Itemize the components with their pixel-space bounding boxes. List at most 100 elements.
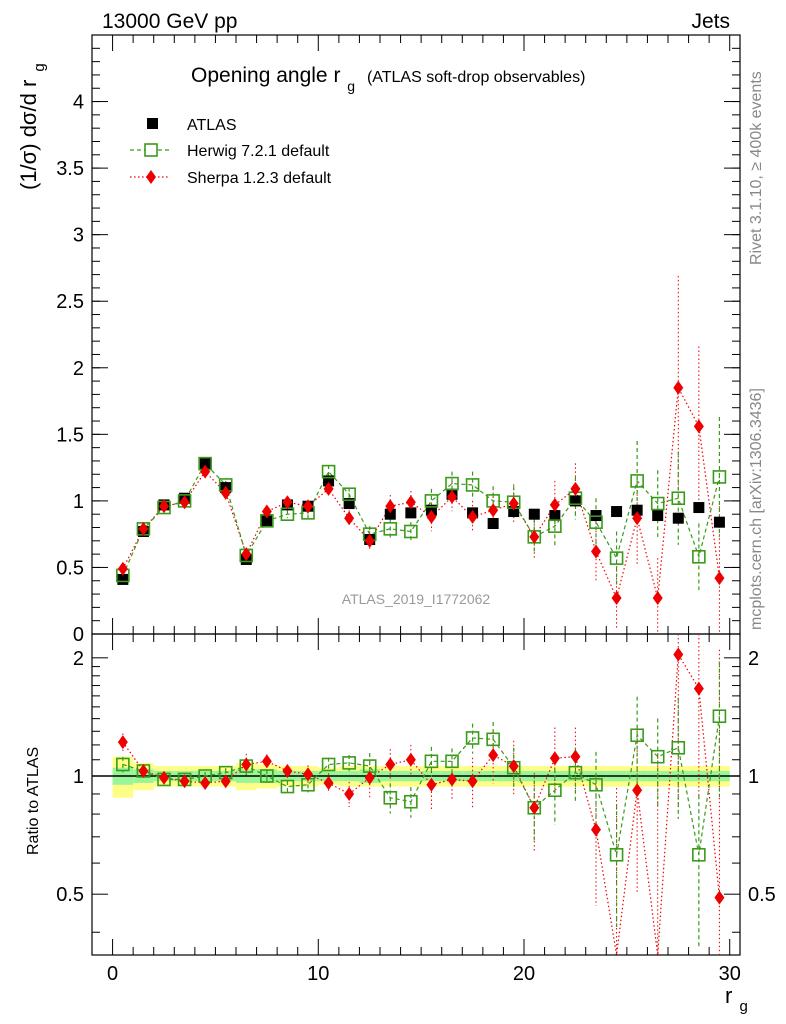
sherpa-ratio-line <box>122 652 721 956</box>
sherpa-data-point <box>159 499 169 514</box>
ratio-tick-label-right: 1 <box>748 766 759 788</box>
atlas-data-point <box>487 518 499 530</box>
y-tick-label: 2 <box>73 358 84 380</box>
sherpa-data-point <box>117 561 128 576</box>
sherpa-data-point <box>488 503 499 518</box>
y-tick-label: 4 <box>73 92 84 114</box>
sherpa-ratio-point <box>159 770 169 785</box>
sherpa-data-point <box>179 495 190 510</box>
herwig-data-point <box>712 470 727 484</box>
sherpa-ratio-point <box>138 763 149 778</box>
y-tick-label: 0.5 <box>56 557 84 579</box>
legend-sherpa-label: Sherpa 1.2.3 default <box>187 170 332 187</box>
ratio-plot-frame <box>91 633 741 956</box>
herwig-data-point <box>671 491 686 506</box>
ratio-panel-data <box>116 634 727 956</box>
herwig-ratio-point <box>445 754 459 769</box>
herwig-ratio-point <box>671 740 686 755</box>
sherpa-ratio-point <box>693 681 704 696</box>
y-axis-label-main: (1/σ) dσ/d r <box>16 80 41 190</box>
ratio-tick-label-right: 2 <box>748 648 759 670</box>
herwig-ratio-point <box>650 749 665 764</box>
sherpa-ratio-point <box>364 770 375 785</box>
sherpa-data-point <box>220 485 231 500</box>
atlas-data-point <box>405 507 417 519</box>
sherpa-ratio-point <box>467 774 478 789</box>
rivet-label: Rivet 3.1.10, ≥ 400k events <box>748 71 765 265</box>
herwig-data-point <box>589 515 603 529</box>
atlas-data-point <box>652 510 664 522</box>
chart-title: Opening angle r g (ATLAS soft-drop obser… <box>191 64 585 96</box>
y-axis-label-sub: g <box>31 63 48 71</box>
atlas-data-point <box>117 573 129 585</box>
sherpa-data-point <box>282 495 293 510</box>
x-axis-label-sub: g <box>739 998 747 1015</box>
sherpa-ratio-point <box>282 763 293 778</box>
legend-atlas-marker <box>147 118 158 129</box>
process-label: Jets <box>691 10 730 33</box>
herwig-data-point <box>650 496 665 511</box>
herwig-ratio-point <box>383 791 398 805</box>
sherpa-ratio-point <box>632 783 643 798</box>
sherpa-ratio-point <box>714 890 725 905</box>
sherpa-ratio-point <box>508 759 519 774</box>
sherpa-ratio-point <box>117 735 128 750</box>
sherpa-data-point <box>261 504 272 519</box>
sherpa-ratio-point <box>220 774 231 789</box>
herwig-data-point <box>424 494 439 508</box>
herwig-data-point <box>465 478 480 492</box>
x-axis-label: r g <box>725 983 748 1015</box>
y-axis-label: (1/σ) dσ/d r g <box>16 63 48 190</box>
sherpa-data-point <box>549 497 560 512</box>
sherpa-ratio-point <box>529 800 540 815</box>
herwig-ratio-point <box>486 732 500 747</box>
atlas-data-point <box>549 510 561 522</box>
atlas-data-point <box>508 506 520 518</box>
atlas-data-point <box>713 516 725 528</box>
sherpa-data-point <box>652 591 663 606</box>
herwig-ratio-point <box>260 769 274 783</box>
y-tick-label: 3.5 <box>56 158 84 180</box>
x-tick-label: 10 <box>307 963 329 985</box>
herwig-ratio-point <box>280 779 295 794</box>
chart-title-sub: g <box>347 78 355 94</box>
sherpa-data-point <box>570 481 581 496</box>
sherpa-data-point <box>426 509 437 524</box>
sherpa-ratio-point <box>303 767 313 782</box>
sherpa-ratio-point <box>179 774 190 789</box>
sherpa-data-point <box>508 496 519 511</box>
herwig-ratio-point <box>630 728 644 743</box>
analysis-watermark: ATLAS_2019_I1772062 <box>342 591 491 607</box>
y-tick-label: 0 <box>73 624 84 646</box>
herwig-data-point <box>445 476 459 491</box>
atlas-data-point <box>693 502 705 514</box>
atlas-data-point <box>199 458 211 470</box>
main-panel-data <box>116 275 727 634</box>
main-panel-frame: 0 0.5 1 1.5 2 2.5 3 3.5 4 <box>56 34 741 646</box>
herwig-ratio-point <box>404 794 418 809</box>
atlas-data-point <box>569 495 581 507</box>
sherpa-ratio-point <box>405 752 416 767</box>
herwig-ratio-point <box>589 777 603 792</box>
legend-herwig-label: Herwig 7.2.1 default <box>187 143 330 160</box>
sherpa-data-point <box>405 495 416 510</box>
mcplots-label: mcplots.cern.ch [arXiv:1306.3436] <box>748 388 765 630</box>
x-axis-label-main: r <box>725 983 732 1008</box>
herwig-ratio-point <box>712 709 727 724</box>
herwig-data-point <box>342 487 356 502</box>
herwig-ratio-point <box>609 847 624 862</box>
sherpa-ratio-point <box>426 777 437 792</box>
sherpa-ratio-point <box>385 757 396 772</box>
sherpa-ratio-point <box>344 786 355 801</box>
sherpa-data-point <box>344 511 355 526</box>
sherpa-data-point <box>467 509 478 524</box>
x-tick-label: 20 <box>513 963 535 985</box>
legend: ATLAS Herwig 7.2.1 default Sherpa 1.2.3 … <box>130 117 332 187</box>
herwig-ratio-line <box>122 716 721 855</box>
ratio-axis-label: Ratio to ATLAS <box>25 747 42 855</box>
sherpa-data-point <box>303 499 313 514</box>
sherpa-ratio-point <box>488 748 499 763</box>
herwig-ratio-point <box>568 765 583 780</box>
herwig-data-point <box>321 464 336 479</box>
